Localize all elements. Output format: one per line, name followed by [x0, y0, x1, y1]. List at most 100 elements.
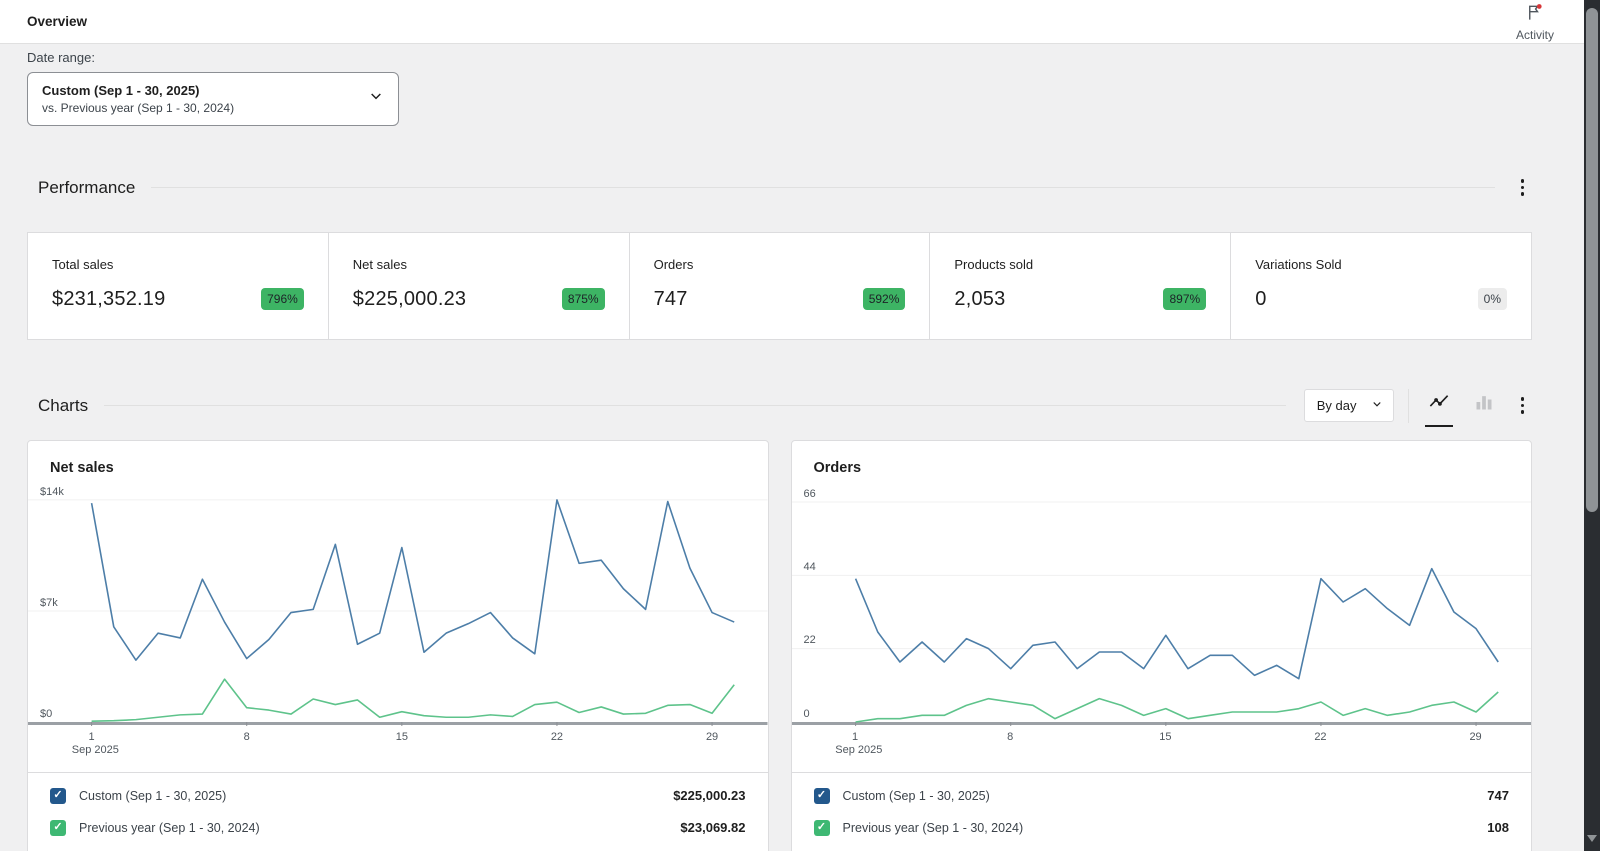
x-axis-caption: Sep 2025 [835, 744, 882, 756]
section-divider-line [104, 405, 1286, 406]
stat-change-badge: 796% [261, 288, 304, 310]
line-chart-view-button[interactable] [1423, 386, 1455, 425]
date-range-secondary: vs. Previous year (Sep 1 - 30, 2024) [42, 100, 234, 116]
legend-item-previous[interactable]: ✓ Previous year (Sep 1 - 30, 2024) 108 [792, 812, 1532, 844]
x-axis-tick-label: 29 [1469, 731, 1481, 743]
legend-value: $225,000.23 [673, 788, 745, 803]
x-axis-tick-label: 15 [396, 731, 408, 743]
activity-button[interactable]: Activity [1504, 1, 1584, 42]
legend-checkbox[interactable]: ✓ [814, 820, 830, 836]
stat-label: Orders [654, 257, 906, 272]
chart-x-axis: 1 8 15 22 29 Sep 2025 [28, 726, 768, 773]
x-axis-tick-label: 22 [551, 731, 563, 743]
line-chart-svg [28, 484, 768, 726]
x-axis-tick-label: 22 [1314, 731, 1326, 743]
stat-value: 747 [654, 288, 688, 311]
x-axis-tick-label: 29 [706, 731, 718, 743]
activity-flag-icon [1525, 3, 1544, 27]
leaderboards-section: Leaderboards [27, 845, 1516, 851]
legend-label: Custom (Sep 1 - 30, 2025) [843, 789, 1488, 803]
charts-section-title: Charts [38, 396, 88, 416]
vertical-divider [1408, 389, 1409, 423]
top-bar: Overview Activity [0, 0, 1584, 44]
stat-card-total-sales[interactable]: Total sales $231,352.19 796% [28, 233, 328, 339]
stat-value: 0 [1255, 288, 1266, 311]
y-axis-zero-label: $0 [40, 708, 52, 720]
check-icon: ✓ [817, 790, 826, 801]
date-range-primary: Custom (Sep 1 - 30, 2025) [42, 82, 234, 100]
scrollbar-down-arrow-icon[interactable] [1587, 835, 1597, 847]
chart-title: Net sales [28, 441, 768, 484]
chevron-down-icon [368, 88, 384, 109]
stat-card-orders[interactable]: Orders 747 592% [629, 233, 930, 339]
net-sales-chart-plot[interactable]: $14k $7k $0 [28, 484, 768, 726]
legend-value: 747 [1487, 788, 1509, 803]
check-icon: ✓ [53, 790, 62, 801]
date-range-selector[interactable]: Custom (Sep 1 - 30, 2025) vs. Previous y… [27, 72, 399, 126]
x-axis-tick-label: 8 [1007, 731, 1013, 743]
y-axis-tick-label: 22 [804, 635, 816, 647]
orders-chart-plot[interactable]: 66 44 22 0 [792, 484, 1532, 726]
stat-card-variations-sold[interactable]: Variations Sold 0 0% [1230, 233, 1531, 339]
page-title: Overview [27, 14, 87, 29]
stat-value: $231,352.19 [52, 288, 165, 311]
y-axis-tick-label: $7k [40, 597, 58, 609]
legend-checkbox[interactable]: ✓ [814, 788, 830, 804]
y-axis-tick-label: $14k [40, 486, 64, 498]
chart-title: Orders [792, 441, 1532, 484]
legend-label: Previous year (Sep 1 - 30, 2024) [79, 821, 680, 835]
legend-value: 108 [1487, 820, 1509, 835]
section-divider-line [151, 187, 1494, 188]
stat-change-badge: 875% [562, 288, 605, 310]
x-axis-tick-label: 1 [852, 731, 858, 743]
stat-value: 2,053 [954, 288, 1005, 311]
chart-x-axis: 1 8 15 22 29 Sep 2025 [792, 726, 1532, 773]
performance-section: Performance Total sales $231,352.19 796%… [27, 170, 1532, 340]
date-range-label: Date range: [27, 50, 1532, 65]
interval-select-value: By day [1317, 398, 1357, 413]
x-axis-tick-label: 1 [89, 731, 95, 743]
x-axis-caption: Sep 2025 [72, 744, 119, 756]
stat-label: Net sales [353, 257, 605, 272]
y-axis-zero-label: 0 [804, 708, 810, 720]
scrollbar-thumb[interactable] [1586, 8, 1598, 512]
performance-ellipsis-menu-icon[interactable] [1513, 173, 1533, 202]
check-icon: ✓ [817, 822, 826, 833]
x-axis-tick-label: 8 [244, 731, 250, 743]
line-chart-icon [1428, 392, 1450, 417]
stat-label: Total sales [52, 257, 304, 272]
stat-card-products-sold[interactable]: Products sold 2,053 897% [929, 233, 1230, 339]
x-axis-tick-label: 15 [1159, 731, 1171, 743]
net-sales-chart-card: Net sales $14k $7k $0 1 8 15 22 29 Sep 2025 ✓ C… [27, 440, 769, 851]
y-axis-tick-label: 66 [804, 488, 816, 500]
legend-label: Previous year (Sep 1 - 30, 2024) [843, 821, 1488, 835]
legend-checkbox[interactable]: ✓ [50, 820, 66, 836]
stat-label: Products sold [954, 257, 1206, 272]
vertical-scrollbar[interactable] [1584, 0, 1600, 851]
bar-chart-icon [1474, 392, 1494, 417]
chart-legend: ✓ Custom (Sep 1 - 30, 2025) $225,000.23 … [28, 773, 768, 851]
chevron-down-icon [1371, 398, 1383, 413]
check-icon: ✓ [53, 822, 62, 833]
bar-chart-view-button[interactable] [1469, 386, 1499, 425]
legend-item-current[interactable]: ✓ Custom (Sep 1 - 30, 2025) 747 [792, 780, 1532, 812]
y-axis-tick-label: 44 [804, 561, 816, 573]
interval-select[interactable]: By day [1304, 389, 1394, 422]
stat-change-badge: 897% [1163, 288, 1206, 310]
activity-label: Activity [1516, 28, 1554, 42]
performance-section-title: Performance [38, 178, 135, 198]
legend-item-previous[interactable]: ✓ Previous year (Sep 1 - 30, 2024) $23,0… [28, 812, 768, 844]
legend-value: $23,069.82 [680, 820, 745, 835]
orders-chart-card: Orders 66 44 22 0 1 8 15 22 29 Sep 2025 ✓ Custom… [791, 440, 1533, 851]
stat-change-badge: 592% [863, 288, 906, 310]
chart-legend: ✓ Custom (Sep 1 - 30, 2025) 747 ✓ Previo… [792, 773, 1532, 851]
stat-card-net-sales[interactable]: Net sales $225,000.23 875% [328, 233, 629, 339]
charts-section: Charts By day [27, 388, 1532, 851]
legend-label: Custom (Sep 1 - 30, 2025) [79, 789, 673, 803]
stat-value: $225,000.23 [353, 288, 466, 311]
line-chart-svg [792, 484, 1532, 726]
legend-item-current[interactable]: ✓ Custom (Sep 1 - 30, 2025) $225,000.23 [28, 780, 768, 812]
legend-checkbox[interactable]: ✓ [50, 788, 66, 804]
stat-change-badge: 0% [1478, 288, 1507, 310]
charts-ellipsis-menu-icon[interactable] [1513, 391, 1533, 420]
